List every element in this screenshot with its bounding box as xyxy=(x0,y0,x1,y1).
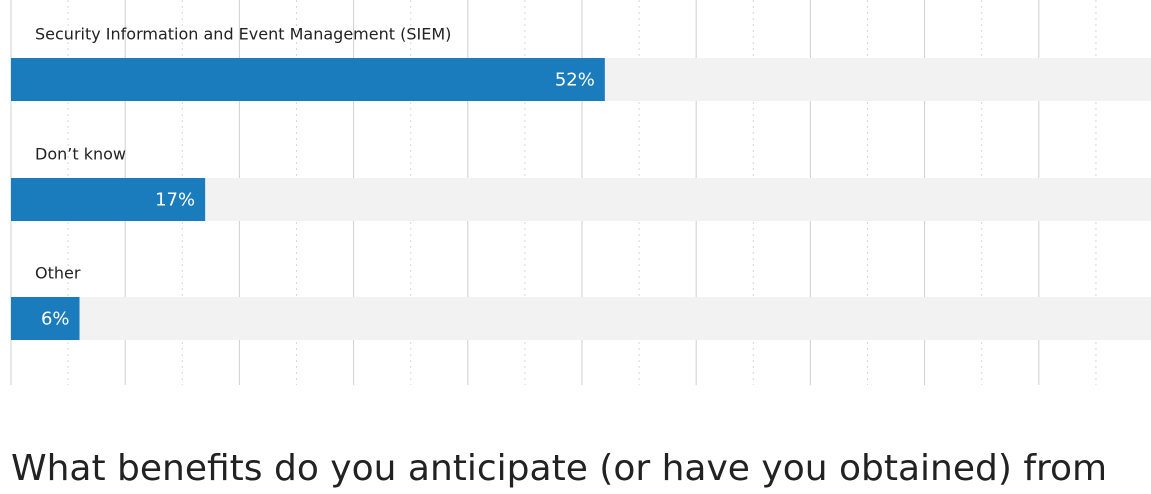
value-label: 17% xyxy=(155,190,195,211)
bar xyxy=(11,178,206,221)
value-label: 52% xyxy=(555,70,595,91)
category-label: Security Information and Event Managemen… xyxy=(35,25,451,44)
bar xyxy=(11,58,605,101)
section-heading: What benefits do you anticipate (or have… xyxy=(11,448,1107,489)
bar-track xyxy=(11,297,1151,340)
category-label: Don’t know xyxy=(35,145,126,164)
bar xyxy=(11,297,80,340)
value-label: 6% xyxy=(41,309,70,330)
category-label: Other xyxy=(35,264,81,283)
